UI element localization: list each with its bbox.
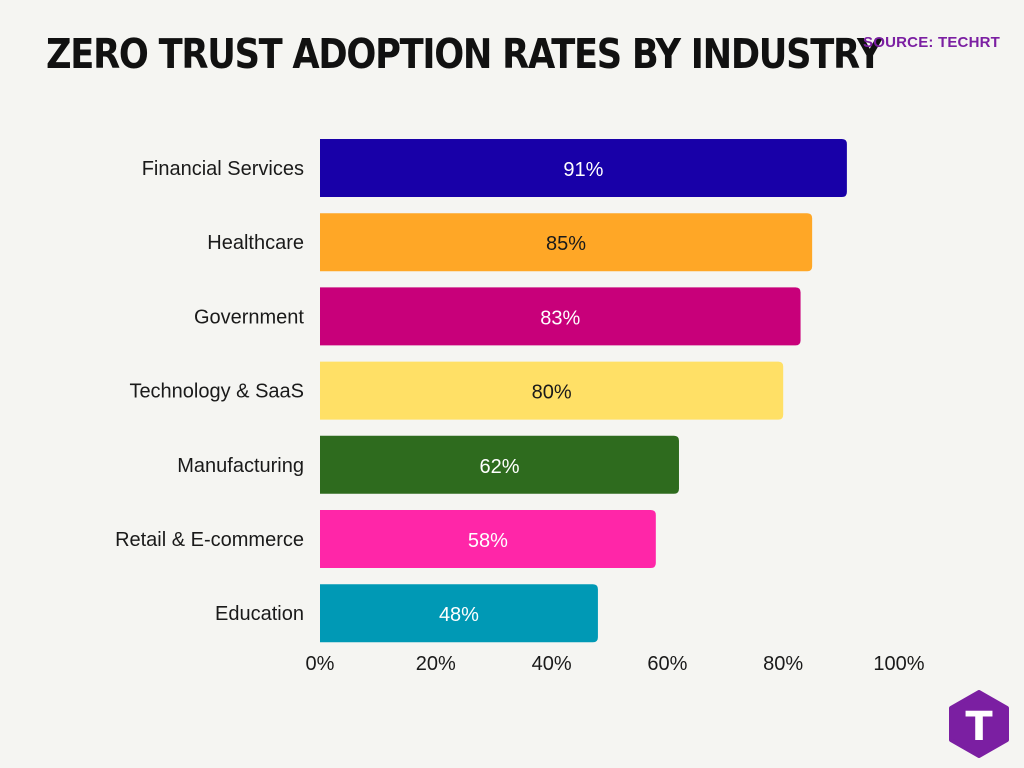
data-label-financial-services: 91% [563, 159, 603, 181]
x-tick-label-0: 0% [306, 653, 335, 675]
bar-retail-e-commerce [320, 510, 656, 568]
bar-healthcare [320, 213, 813, 272]
data-label-healthcare: 85% [546, 233, 586, 255]
x-tick-label-80: 80% [763, 653, 803, 675]
source-note: SOURCE: TECHRT [863, 34, 1000, 51]
x-tick-label-100: 100% [873, 653, 924, 675]
x-tick-label-20: 20% [416, 653, 456, 675]
data-label-retail-e-commerce: 58% [468, 530, 508, 552]
bar-government [320, 287, 801, 346]
category-label-financial-services: Financial Services [142, 158, 304, 180]
category-label-retail-e-commerce: Retail & E-commerce [115, 529, 304, 551]
x-axis-ticks: 0% 20% 40% 60% 80% 100% [306, 653, 925, 675]
data-label-education: 48% [439, 604, 479, 626]
bar-manufacturing [320, 435, 679, 494]
data-label-manufacturing: 62% [479, 456, 519, 478]
x-tick-label-40: 40% [532, 653, 572, 675]
bars-group [320, 139, 847, 643]
techrt-logo-icon: T [949, 690, 1009, 758]
bar-technology-saas [320, 361, 784, 420]
category-label-manufacturing: Manufacturing [177, 455, 304, 477]
category-label-education: Education [215, 603, 304, 625]
data-label-government: 83% [540, 307, 580, 329]
category-labels: Financial Services Healthcare Government Te… [115, 158, 304, 625]
data-labels: 91% 85% 83% 80% 62% 58% 48% [439, 159, 604, 626]
logo-hexagon [949, 690, 1009, 758]
logo-letter: T [965, 704, 993, 750]
category-label-technology-saas: Technology & SaaS [129, 381, 304, 403]
bar-financial-services [320, 139, 847, 197]
x-tick-label-60: 60% [647, 653, 687, 675]
category-label-government: Government [194, 306, 304, 328]
chart-title: ZERO TRUST ADOPTION RATES BY INDUSTRY [46, 30, 882, 78]
category-label-healthcare: Healthcare [207, 232, 304, 254]
bar-education [320, 584, 598, 643]
data-label-technology-saas: 80% [532, 382, 572, 404]
